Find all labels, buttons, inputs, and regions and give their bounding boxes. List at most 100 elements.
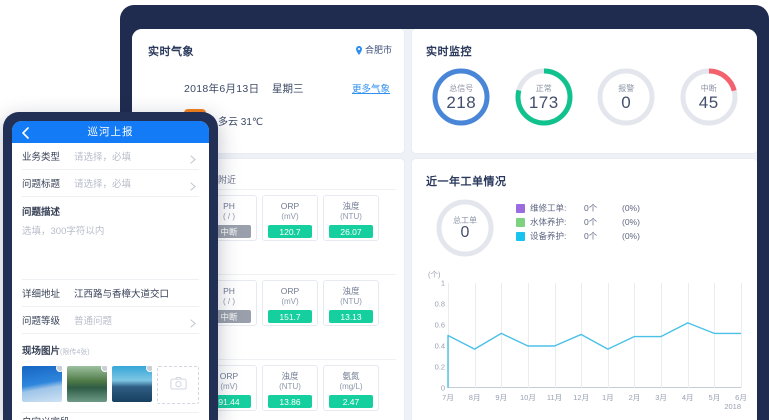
divider xyxy=(140,189,396,190)
description-placeholder: 选填，300字符以内 xyxy=(22,226,105,237)
chart-x-tick: 2月 xyxy=(628,393,641,402)
legend-item: 设备养护: 0个 (0%) xyxy=(516,229,640,243)
mobile-header: 巡河上报 xyxy=(12,121,209,143)
metric-value: 26.07 xyxy=(329,225,373,238)
mobile-title: 巡河上报 xyxy=(87,126,134,138)
legend-percent: (0%) xyxy=(622,203,640,213)
chart-x-tick: 12月 xyxy=(573,393,590,402)
photos-header: 现场图片(限传4张) xyxy=(22,341,199,359)
metric-name: PH xyxy=(223,286,235,296)
chart-gridline xyxy=(607,283,609,388)
weather-location-label: 合肥市 xyxy=(364,45,392,55)
field-label: 详细地址 xyxy=(22,289,61,300)
description-spacer xyxy=(22,237,199,271)
metric-card: 浊度 (NTU) 13.86 xyxy=(262,365,318,411)
metric-unit: (NTU) xyxy=(340,212,362,221)
photo-thumbnail[interactable] xyxy=(112,366,152,402)
field-label: 业务类型 xyxy=(22,152,61,163)
donut-label: 中断 xyxy=(700,84,717,93)
total-orders-ring: 总工单 0 xyxy=(434,197,496,259)
chart-x-tick: 8月 xyxy=(468,393,481,402)
chart-y-tick: 0.4 xyxy=(434,341,445,351)
remove-photo-icon[interactable] xyxy=(101,366,107,372)
donut-value: 218 xyxy=(446,93,477,112)
chart-x-tick: 3月 xyxy=(655,393,667,402)
field-address[interactable]: 详细地址 江西路与香樟大道交口 xyxy=(22,280,199,307)
metric-unit: (mV) xyxy=(220,382,238,391)
metric-card: ORP (mV) 151.7 xyxy=(262,280,318,326)
metric-card: ORP (mV) 120.7 xyxy=(262,195,318,241)
chart-gridline xyxy=(474,283,476,388)
photo-thumbnail[interactable] xyxy=(22,366,62,402)
chart-y-tick: 0.6 xyxy=(434,320,445,330)
field-problem-title[interactable]: 问题标题 请选择，必填 xyxy=(22,170,199,197)
weather-condition: 多云 31℃ xyxy=(218,117,264,128)
photos-hint: (限传4张) xyxy=(60,349,90,356)
chart-year-label: 2018 xyxy=(724,402,741,411)
chart-x-axis xyxy=(448,387,741,388)
chart-x-tick: 6月 xyxy=(735,393,747,402)
mobile-screen: 巡河上报 业务类型 请选择，必填 问题标题 请选择，必填 问题描述 选填，300… xyxy=(12,121,209,420)
monitor-donut-row: 总信号 218 正常 173 报警 0 中断 45 xyxy=(420,63,750,131)
photo-thumbnail-list xyxy=(22,366,199,404)
orders-title: 近一年工单情况 xyxy=(426,176,507,188)
field-business-type[interactable]: 业务类型 请选择，必填 xyxy=(22,143,199,170)
legend-item: 维修工单: 0个 (0%) xyxy=(516,201,640,215)
field-value: 普通问题 xyxy=(74,316,113,327)
chart-gridline xyxy=(714,283,716,388)
legend-swatch xyxy=(516,217,525,227)
field-custom-1[interactable]: 自定义字段1 必填，限50字符以内 xyxy=(22,413,199,420)
chart-series-line xyxy=(447,322,741,388)
orders-line-chart: 2018 0 0.2 0.4 0.6 0.8 1 7月 8月 9月 10月 11月 12月 1月 2月 3月… xyxy=(422,279,747,414)
donut-value: 0 xyxy=(621,93,632,112)
weather-weekday: 星期三 xyxy=(272,83,304,95)
metric-value: 中断 xyxy=(207,310,251,323)
work-orders-card: 近一年工单情况 总工单 0 维修工单: 0个 (0%) 水体养护: 0个 (0%) 设备养护… xyxy=(412,159,757,420)
remove-photo-icon[interactable] xyxy=(146,366,152,372)
chart-gridline xyxy=(501,283,503,388)
metric-card: 氨氮 (mg/L) 2.47 xyxy=(323,365,379,411)
metric-name: 浊度 xyxy=(342,201,360,211)
field-label: 自定义字段1 xyxy=(22,414,74,420)
metric-unit: ( / ) xyxy=(223,297,235,306)
description-label: 问题描述 xyxy=(22,207,61,218)
chart-y-tick: 1 xyxy=(440,278,445,288)
chart-x-tick: 7月 xyxy=(442,393,454,402)
field-problem-level[interactable]: 问题等级 普通问题 xyxy=(22,307,199,334)
divider xyxy=(140,274,396,275)
legend-name: 维修工单: xyxy=(530,203,567,213)
field-problem-description[interactable]: 问题描述 选填，300字符以内 xyxy=(22,197,199,280)
metric-value: 151.7 xyxy=(268,310,312,323)
legend-count: 0个 xyxy=(584,231,598,241)
metric-unit: (NTU) xyxy=(340,297,362,306)
metric-unit: (mV) xyxy=(281,212,299,221)
metric-card: 浊度 (NTU) 26.07 xyxy=(323,195,379,241)
metric-name: 氨氮 xyxy=(342,371,360,381)
legend-swatch xyxy=(516,203,525,213)
chevron-right-icon xyxy=(190,151,197,164)
chart-x-tick: 5月 xyxy=(708,393,721,402)
metric-name: ORP xyxy=(280,201,300,211)
metric-value: 120.7 xyxy=(268,225,312,238)
field-label: 问题标题 xyxy=(22,179,61,190)
remove-photo-icon[interactable] xyxy=(56,366,62,372)
chevron-left-icon[interactable] xyxy=(20,126,31,139)
metric-value: 中断 xyxy=(207,225,251,238)
metric-unit: (NTU) xyxy=(279,382,301,391)
monitor-donut: 总信号 218 xyxy=(427,63,495,131)
chart-gridline xyxy=(634,283,636,388)
donut-value: 45 xyxy=(698,93,719,112)
metric-value: 91.44 xyxy=(207,395,251,408)
more-weather-link[interactable]: 更多气象 xyxy=(351,84,390,95)
add-photo-button[interactable] xyxy=(157,366,199,404)
donut-label: 报警 xyxy=(618,84,635,93)
photo-thumbnail[interactable] xyxy=(67,366,107,402)
photos-label: 现场图片 xyxy=(22,346,61,357)
chevron-right-icon xyxy=(190,178,197,191)
total-orders-value: 0 xyxy=(460,224,470,241)
metric-value: 13.86 xyxy=(268,395,312,408)
legend-swatch xyxy=(516,231,525,241)
metric-name: ORP xyxy=(219,371,239,381)
chart-x-tick: 9月 xyxy=(495,393,508,402)
chart-gridline xyxy=(554,283,556,388)
